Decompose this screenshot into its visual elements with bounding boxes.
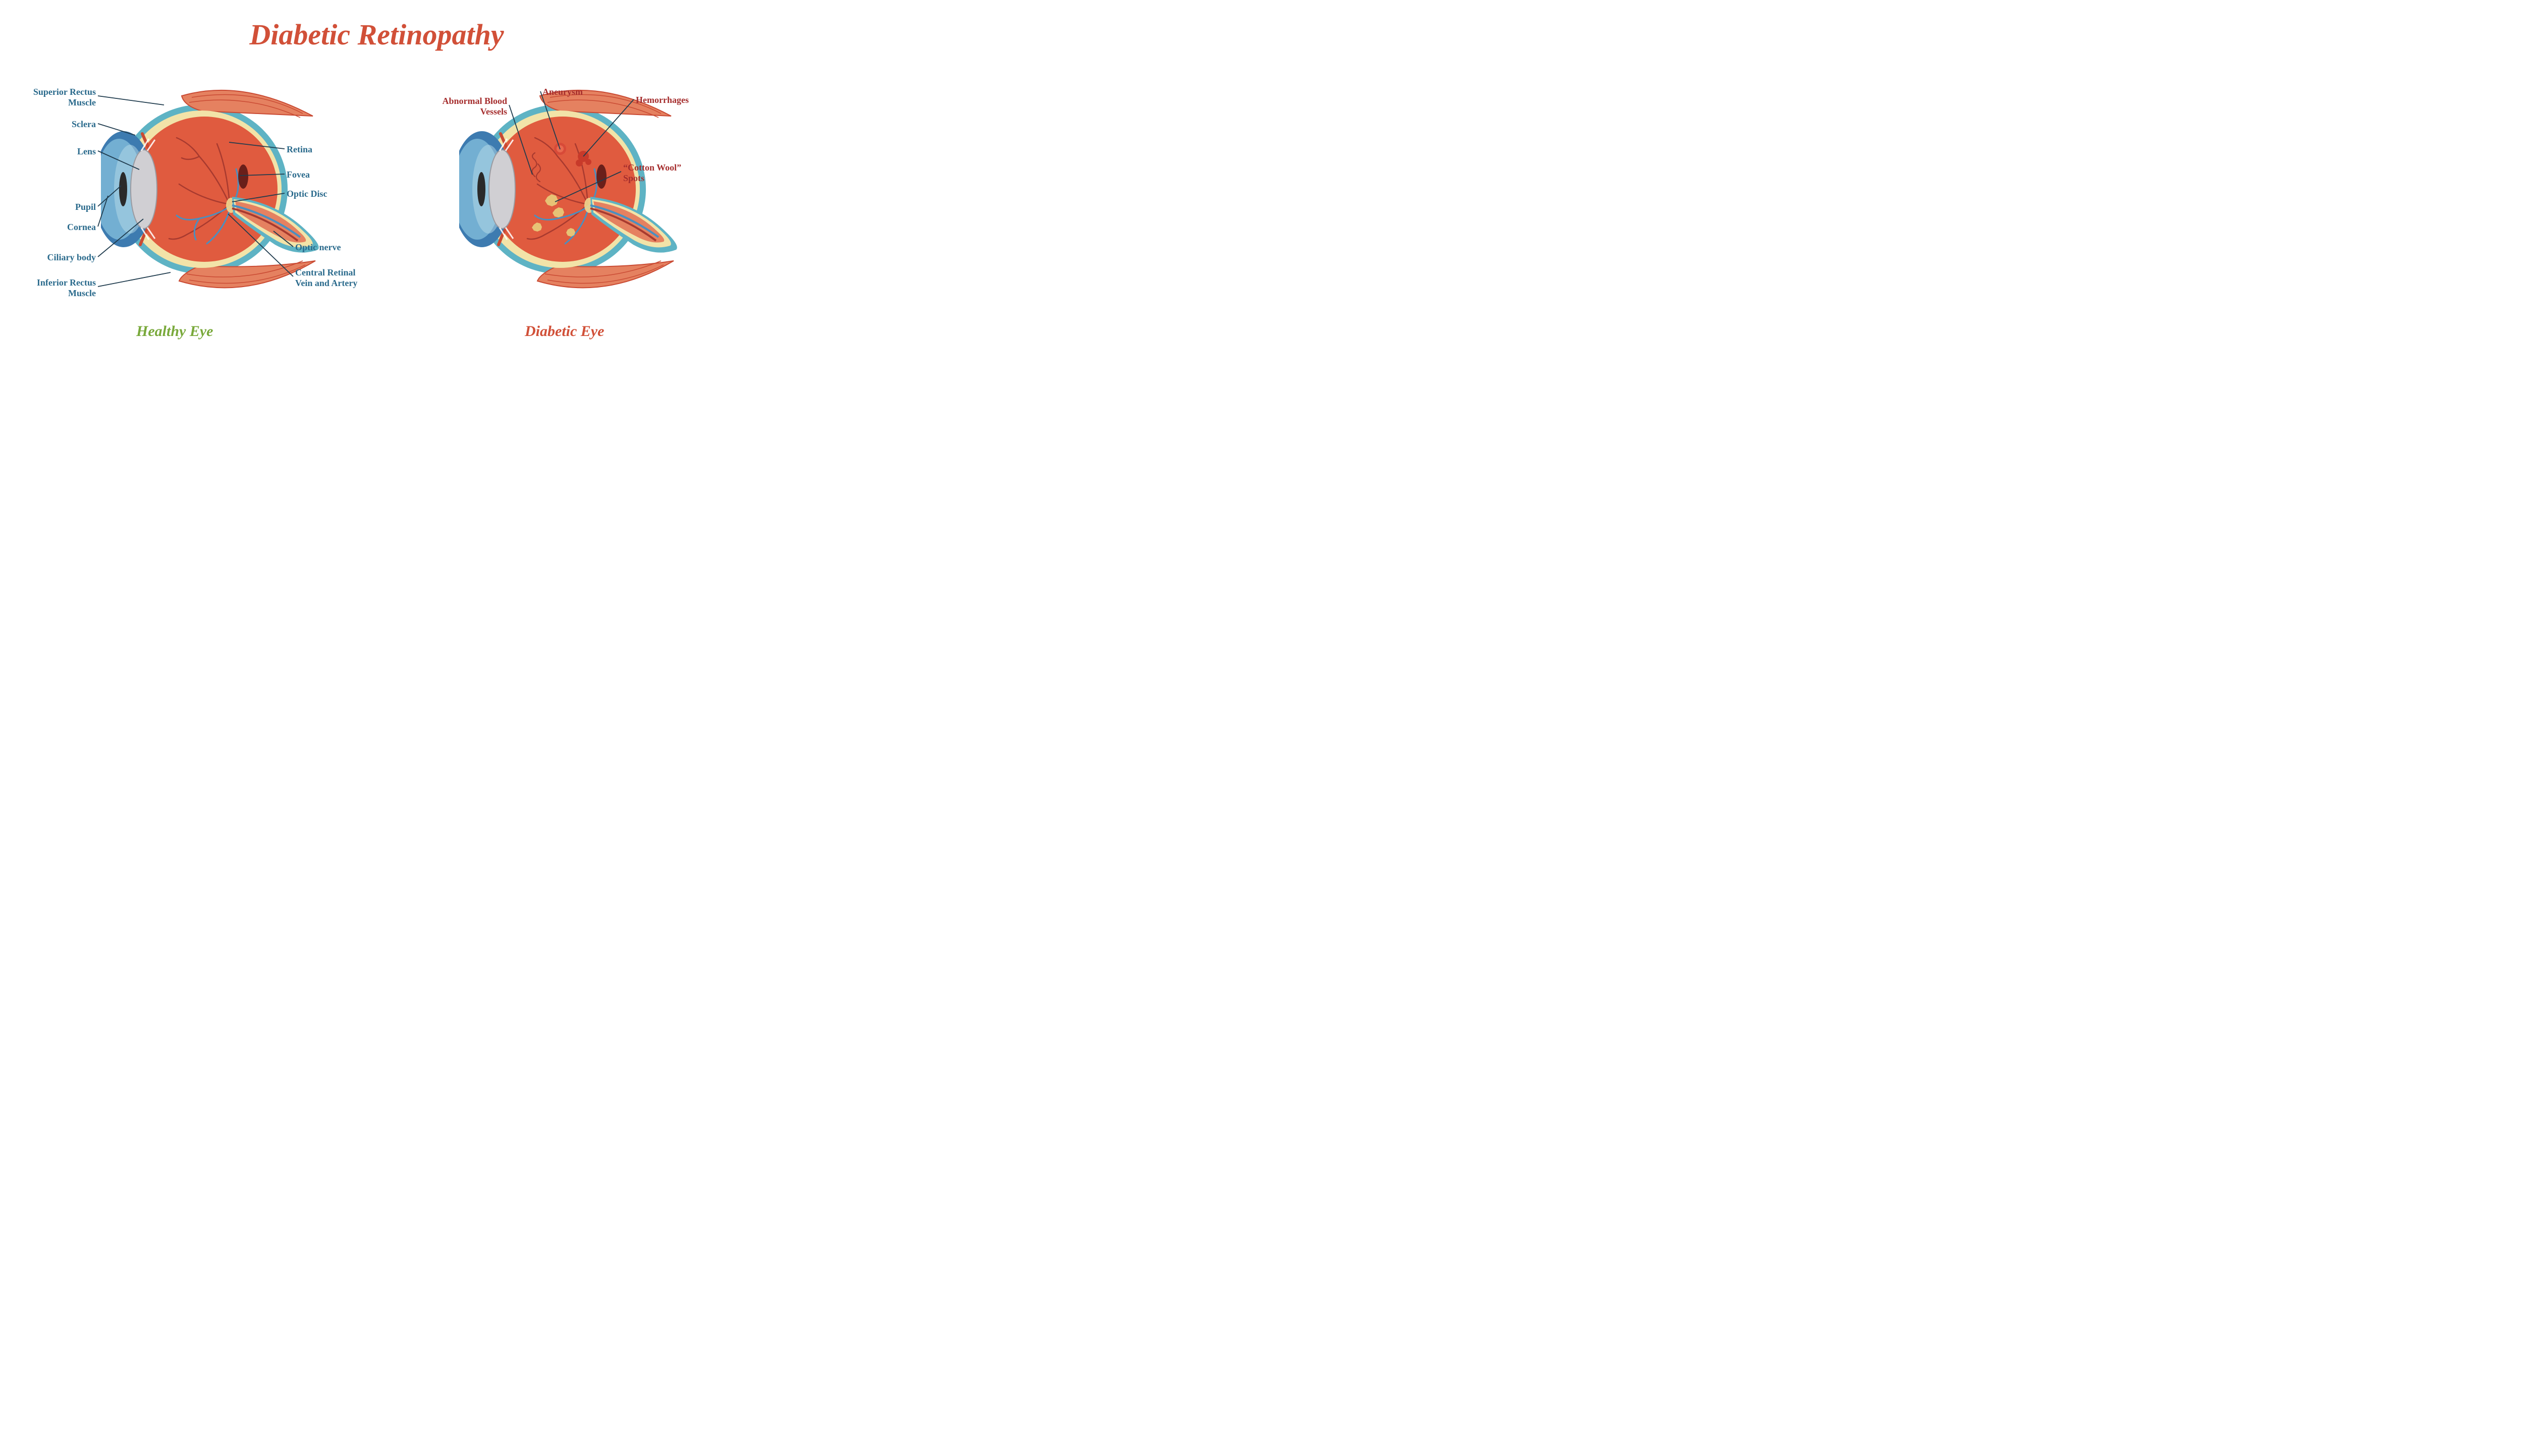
anatomy-label: Pupil [50, 202, 96, 212]
anatomy-label: Inferior RectusMuscle [15, 277, 96, 298]
anatomy-label: Optic nerve [295, 242, 376, 253]
anatomy-label: Sclera [52, 119, 96, 130]
anatomy-label: Ciliary body [20, 252, 96, 263]
anatomy-label: “Cotton Wool”Spots [623, 162, 709, 183]
anatomy-label: Cornea [40, 222, 96, 233]
diabetic-subtitle: Diabetic Eye [525, 323, 604, 340]
anatomy-label: Retina [287, 144, 347, 155]
anatomy-label: Abnormal BloodVessels [421, 96, 507, 117]
anatomy-label: Aneurysm [542, 87, 613, 97]
anatomy-label: Lens [52, 146, 96, 157]
anatomy-label: Superior RectusMuscle [20, 87, 96, 107]
anatomy-label: Central RetinalVein and Artery [295, 267, 386, 288]
main-title: Diabetic Retinopathy [0, 18, 753, 51]
anatomy-label: Optic Disc [287, 189, 357, 199]
healthy-subtitle: Healthy Eye [136, 323, 213, 340]
anatomy-label: Hemorrhages [636, 95, 722, 105]
anatomy-label: Fovea [287, 170, 347, 180]
